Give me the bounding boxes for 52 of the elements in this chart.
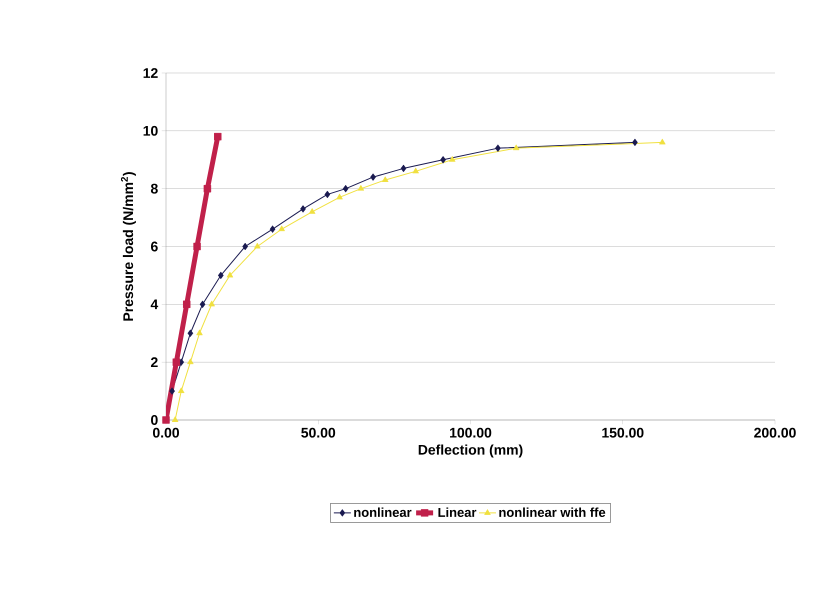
point — [200, 300, 206, 308]
point — [182, 300, 190, 308]
point — [196, 330, 203, 336]
point — [342, 184, 349, 192]
point — [214, 132, 222, 140]
point — [400, 164, 406, 172]
point — [632, 138, 638, 146]
point — [512, 144, 520, 150]
point — [172, 416, 178, 422]
x-tick-label: 0.00 — [152, 428, 180, 438]
point — [226, 272, 234, 278]
x-tick-label: 50.00 — [301, 428, 336, 438]
y-tick-label: 6 — [150, 242, 158, 252]
point — [172, 358, 180, 366]
legend-label: nonlinear — [354, 507, 412, 517]
point — [659, 138, 666, 144]
point — [336, 194, 343, 200]
point — [204, 184, 212, 192]
point — [270, 225, 276, 233]
x-tick-label: 200.00 — [754, 428, 796, 438]
y-tick-label: 2 — [150, 357, 158, 368]
point — [382, 176, 389, 182]
point — [218, 272, 224, 280]
point — [308, 208, 316, 214]
y-tick-label: 0 — [151, 415, 158, 425]
point — [254, 242, 261, 248]
point — [412, 168, 419, 174]
point — [242, 242, 248, 250]
point — [169, 387, 175, 395]
point — [324, 190, 330, 198]
x-tick-label: 150.00 — [602, 428, 644, 438]
y-tick-label: 8 — [150, 184, 158, 194]
legend-label: Linear — [438, 507, 476, 517]
point — [448, 156, 456, 162]
point — [187, 358, 194, 364]
y-axis-title: Pressure load (N/mm$^{2}$) — [120, 172, 136, 321]
x-tick-label: 100.00 — [450, 428, 492, 438]
point — [370, 173, 376, 181]
y-tick-label: 12 — [144, 68, 158, 78]
point — [178, 387, 184, 394]
point — [300, 205, 306, 213]
y-tick-label: 10 — [144, 126, 158, 136]
point — [358, 184, 364, 191]
legend-label: nonlinear with ffe — [499, 507, 606, 517]
point — [187, 330, 194, 337]
point — [278, 225, 285, 232]
point — [495, 144, 501, 152]
point — [208, 300, 215, 306]
y-tick-label: 4 — [150, 300, 158, 310]
point — [440, 156, 446, 164]
point — [193, 242, 201, 250]
x-axis-title: Deflection (mm) — [418, 444, 522, 458]
